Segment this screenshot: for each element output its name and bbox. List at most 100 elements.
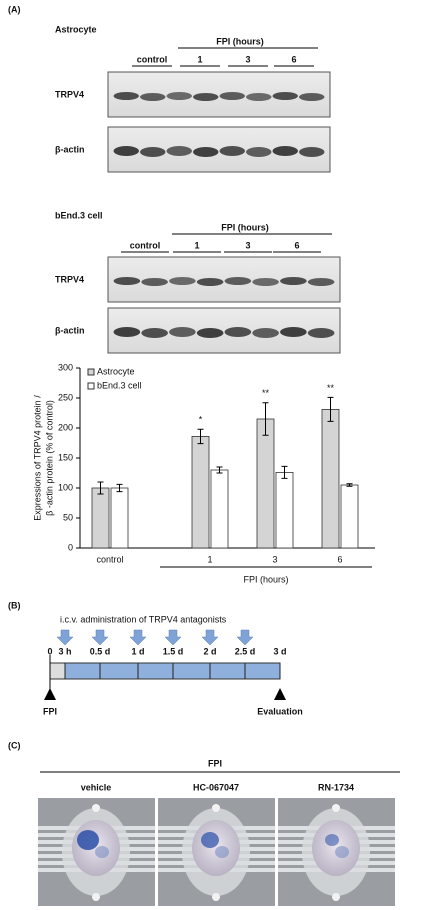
arrow <box>164 629 182 646</box>
band <box>140 147 166 157</box>
dye <box>215 846 229 858</box>
bar <box>321 408 340 549</box>
panel-label: (A) <box>8 4 21 14</box>
band <box>272 92 298 100</box>
row-label: TRPV4 <box>55 274 84 284</box>
band <box>166 92 192 100</box>
arrow <box>201 629 219 646</box>
band <box>196 328 224 338</box>
x-axis-label: FPI (hours) <box>243 574 288 584</box>
band <box>299 147 325 157</box>
pin <box>332 804 340 812</box>
y-tick-label: 300 <box>58 362 73 372</box>
group-label: FPI (hours) <box>221 222 269 232</box>
bar <box>110 487 129 549</box>
lane-label: 6 <box>294 240 299 250</box>
error-bar <box>116 483 123 493</box>
band <box>219 146 245 156</box>
dye <box>335 846 349 858</box>
bar <box>210 469 229 549</box>
band <box>113 327 141 337</box>
y-axis-label: Expressions of TRPV4 protein / <box>32 395 42 521</box>
x-tick-label: 6 <box>337 554 342 564</box>
error-bar <box>262 402 269 436</box>
x-tick-label: 3 <box>272 554 277 564</box>
pin <box>332 893 340 901</box>
band <box>252 328 279 338</box>
band <box>307 278 335 286</box>
condition-label: RN-1734 <box>318 782 354 792</box>
error-bar <box>216 466 223 474</box>
blot-title: bEnd.3 cell <box>55 210 103 220</box>
band <box>193 147 219 157</box>
timepoint: 1.5 d <box>163 646 184 656</box>
marker <box>44 688 56 700</box>
band <box>272 146 298 156</box>
condition-label: HC-067047 <box>193 782 239 792</box>
event-label: Evaluation <box>257 706 303 716</box>
band <box>224 277 252 285</box>
timepoint: 2.5 d <box>235 646 256 656</box>
y-tick-label: 50 <box>63 512 73 522</box>
significance: * <box>199 415 203 425</box>
error-bar <box>281 465 288 479</box>
error-bar <box>197 428 204 445</box>
band <box>246 147 272 157</box>
timepoint: 1 d <box>131 646 144 656</box>
legend-label: Astrocyte <box>97 366 135 376</box>
bar <box>340 484 359 549</box>
band <box>219 92 245 100</box>
y-tick-label: 0 <box>68 542 73 552</box>
timepoint: 3 d <box>273 646 286 656</box>
lane-label: 3 <box>245 54 250 64</box>
band <box>246 93 272 101</box>
group-label: FPI (hours) <box>216 36 264 46</box>
legend-swatch <box>87 382 95 390</box>
band <box>166 146 192 156</box>
timepoint: 0 <box>47 646 52 656</box>
bar <box>256 418 275 549</box>
band <box>169 327 196 337</box>
timeline-title: i.c.v. administration of TRPV4 antagonis… <box>60 614 227 624</box>
group-label: FPI <box>208 758 222 768</box>
lane-label: control <box>137 54 168 64</box>
y-tick-label: 150 <box>58 452 73 462</box>
band <box>299 93 325 101</box>
pin <box>92 804 100 812</box>
band <box>280 327 307 337</box>
dye <box>325 834 339 846</box>
timepoint: 0.5 d <box>90 646 111 656</box>
pre-bar <box>49 662 66 680</box>
band <box>140 93 166 101</box>
band <box>196 278 224 286</box>
lane-label: 1 <box>194 240 199 250</box>
bar <box>275 471 294 549</box>
timepoint: 3 h <box>58 646 71 656</box>
timepoint: 2 d <box>203 646 216 656</box>
arrow <box>91 629 109 646</box>
marker <box>274 688 286 700</box>
error-bar <box>346 483 353 487</box>
band <box>141 328 168 338</box>
pin <box>212 804 220 812</box>
lane-label: 6 <box>291 54 296 64</box>
band <box>113 146 139 156</box>
y-tick-label: 100 <box>58 482 73 492</box>
bar <box>91 487 110 549</box>
band <box>113 92 139 100</box>
event-label: FPI <box>43 706 57 716</box>
brain <box>312 820 360 876</box>
dye <box>77 830 99 850</box>
lane-label: 3 <box>245 240 250 250</box>
y-axis-label: β -actin protein (% of control) <box>44 400 54 516</box>
legend-label: bEnd.3 cell <box>97 380 142 390</box>
band <box>280 277 307 285</box>
band <box>224 327 252 337</box>
arrow <box>56 629 74 646</box>
row-label: TRPV4 <box>55 89 84 99</box>
brain <box>72 820 120 876</box>
band <box>169 277 196 285</box>
band <box>141 278 168 286</box>
y-tick-label: 200 <box>58 422 73 432</box>
